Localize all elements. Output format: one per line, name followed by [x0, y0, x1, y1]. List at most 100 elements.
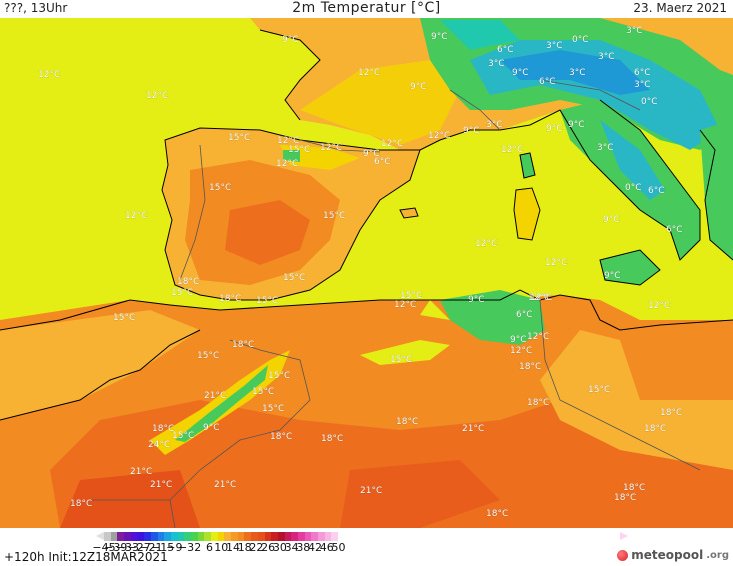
temp-label: 12°C	[320, 143, 342, 153]
colorbar-swatch	[130, 532, 138, 541]
colorbar-tick: 30	[272, 541, 287, 554]
temp-label: 18°C	[270, 432, 292, 442]
temp-label: 9°C	[512, 68, 529, 78]
colorbar-swatch	[150, 532, 158, 541]
colorbar-swatch	[257, 532, 265, 541]
colorbar-tick: 38	[296, 541, 311, 554]
colorbar-swatch	[124, 532, 131, 541]
temp-label: 9°C	[203, 423, 220, 433]
colorbar-swatch	[157, 532, 165, 541]
colorbar-cap-left	[96, 532, 104, 540]
colorbar-tick: 42	[308, 541, 323, 554]
temp-label: 18°C	[152, 424, 174, 434]
temp-label: 12°C	[528, 293, 550, 303]
temp-label: 15°C	[588, 385, 610, 395]
colorbar-swatch	[144, 532, 151, 541]
colorbar-swatch	[184, 532, 191, 541]
sicily	[600, 250, 660, 285]
temp-label: 15°C	[252, 387, 274, 397]
colorbar-swatch	[264, 532, 272, 541]
temp-label: 9°C	[546, 124, 563, 134]
colorbar-swatch	[197, 532, 205, 541]
colorbar-tick: 46	[319, 541, 334, 554]
temp-label: 6°C	[497, 45, 514, 55]
temp-label: 15°C	[113, 313, 135, 323]
colorbar-swatch	[164, 532, 171, 541]
temp-label: 6°C	[634, 68, 651, 78]
temp-label: 3°C	[634, 80, 651, 90]
temp-label: 12°C	[428, 131, 450, 141]
temp-label: 18°C	[70, 499, 92, 509]
colorbar-tick: 2	[194, 541, 202, 554]
colorbar-swatch	[224, 532, 232, 541]
temp-label: 18°C	[396, 417, 418, 427]
alps-north-zone	[440, 20, 520, 50]
logo-dot-icon	[617, 549, 629, 561]
atlas-band-mild	[150, 350, 290, 455]
temp-label: 9°C	[410, 82, 427, 92]
colorbar-tick: −27	[127, 541, 151, 554]
colorbar-tick: −45	[92, 541, 116, 554]
colorbar-swatch	[237, 532, 245, 541]
temp-label: 18°C	[219, 294, 241, 304]
colorbar-swatch	[331, 532, 339, 541]
algeria-coast-mild	[420, 300, 450, 320]
temp-label: 21°C	[462, 424, 484, 434]
temp-label: 9°C	[431, 32, 448, 42]
temp-label: 6°C	[666, 225, 683, 235]
colorbar-tick: −21	[139, 541, 163, 554]
colorbar-swatch	[324, 532, 332, 541]
sahara-hot-center	[340, 460, 500, 528]
temperature-labels: 12°C12°C9°C12°C9°C6°C 3°C0°C3°C3°C9°C6°C3…	[38, 26, 683, 520]
temp-label: 12°C	[125, 211, 147, 221]
temp-label: 24°C	[148, 440, 170, 450]
libya-coast-milder	[540, 330, 733, 470]
colorbar-ticks: −45 −39 −33 −27 −21 −15 −9 −3 2 6 10 14 18 22 26 30 34 38…	[92, 541, 624, 554]
temp-label: 12°C	[276, 159, 298, 169]
temp-label: 18°C	[614, 493, 636, 503]
temp-label: 15°C	[228, 133, 250, 143]
temp-label: 15°C	[288, 145, 310, 155]
temp-label: 3°C	[546, 41, 563, 51]
temp-label: 0°C	[641, 97, 658, 107]
temp-label: 21°C	[214, 480, 236, 490]
colorbar-swatch	[231, 532, 238, 541]
colorbar-swatch	[297, 532, 305, 541]
temp-label: 21°C	[130, 467, 152, 477]
temp-label: 6°C	[648, 186, 665, 196]
temp-label: 12°C	[501, 145, 523, 155]
temp-label: 18°C	[623, 483, 645, 493]
temp-label: 15°C	[172, 431, 194, 441]
temp-label: 6°C	[539, 77, 556, 87]
colorbar-swatch	[170, 532, 178, 541]
colorbar-tick: −33	[115, 541, 140, 554]
coastlines	[0, 29, 733, 421]
temp-label: 9°C	[468, 295, 485, 305]
meteopool-logo[interactable]: meteopool .org	[617, 548, 729, 562]
logo-text: meteopool	[631, 548, 704, 562]
temp-label: 18°C	[660, 408, 682, 418]
temp-label: 9°C	[510, 335, 527, 345]
colorbar-swatch	[304, 532, 312, 541]
colorbar	[104, 532, 339, 541]
temp-label: 15°C	[256, 296, 278, 306]
temp-label: 3°C	[626, 26, 643, 36]
colorbar-swatch	[117, 532, 125, 541]
temp-label: 6°C	[516, 310, 533, 320]
iberia-south-hot	[225, 200, 310, 265]
temp-label: 12°C	[277, 136, 299, 146]
temp-label: 3°C	[569, 68, 586, 78]
map-canvas: 12°C12°C9°C12°C9°C6°C 3°C0°C3°C3°C9°C6°C3…	[0, 18, 733, 528]
temp-label: 12°C	[475, 239, 497, 249]
valid-date: 23. Maerz 2021	[633, 1, 727, 15]
temp-label: 9°C	[568, 120, 585, 130]
temp-label: 15°C	[400, 291, 422, 301]
temp-label: 12°C	[510, 346, 532, 356]
temp-label: 6°C	[374, 157, 391, 167]
temp-label: 15°C	[283, 273, 305, 283]
temp-label: 9°C	[604, 271, 621, 281]
temp-label: 18°C	[644, 424, 666, 434]
temp-label: 3°C	[598, 52, 615, 62]
temp-label: 9°C	[463, 126, 480, 136]
temperature-map: 12°C 12°C 9°C 12°C 9°C 6°C 3°C 0°C 3°C 3°C 9°C 6°C 3…	[0, 18, 733, 528]
